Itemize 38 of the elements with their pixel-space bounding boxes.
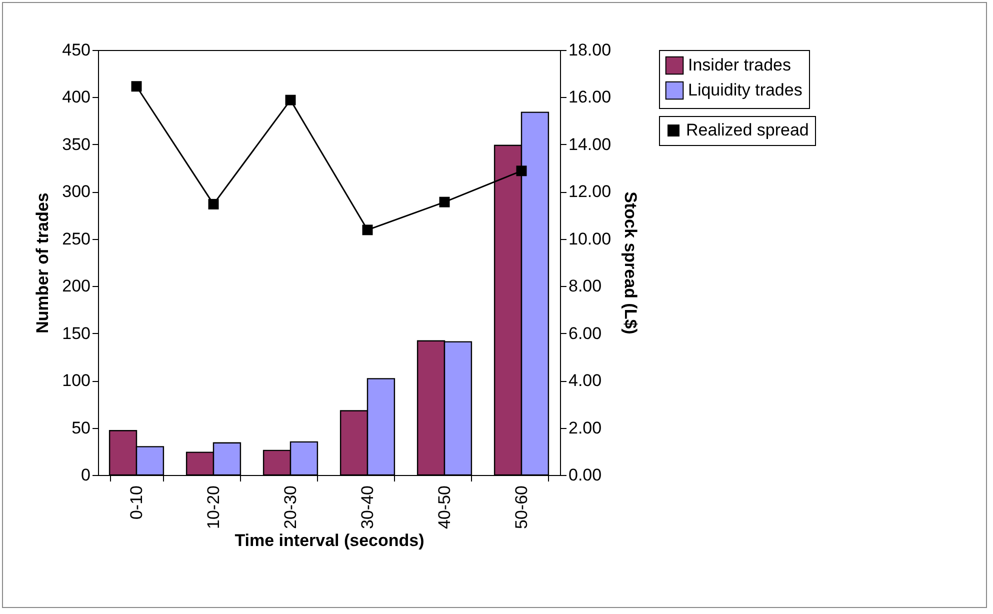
y2-tick-label: 6.00 bbox=[568, 324, 602, 343]
y2-tick-label: 2.00 bbox=[568, 418, 602, 438]
y2-tick-label: 16.00 bbox=[568, 88, 612, 107]
y-tick-label: 150 bbox=[62, 324, 90, 343]
y-tick-label: 400 bbox=[62, 88, 90, 107]
y-tick-label: 100 bbox=[62, 371, 90, 390]
x-tick-label: 30-40 bbox=[358, 486, 377, 529]
legend-label: Liquidity trades bbox=[688, 80, 802, 100]
x-axis-title: Time interval (seconds) bbox=[234, 530, 424, 550]
x-tick-label: 40-50 bbox=[435, 486, 454, 529]
x-tick-label: 20-30 bbox=[281, 486, 300, 529]
y-tick-label: 300 bbox=[62, 182, 90, 202]
y2-tick-label: 0.00 bbox=[568, 466, 602, 484]
y-tick-label: 0 bbox=[81, 466, 90, 484]
y-tick-label: 200 bbox=[62, 276, 90, 296]
legend-label: Insider trades bbox=[688, 56, 791, 74]
y2-tick-label: 10.00 bbox=[568, 229, 612, 248]
y-tick-label: 250 bbox=[62, 229, 90, 248]
point bbox=[131, 81, 142, 92]
point bbox=[439, 196, 450, 208]
point bbox=[208, 198, 219, 210]
y2-axis-title: Stock spread (L$) bbox=[621, 192, 640, 334]
y2-tick-label: 18.00 bbox=[568, 40, 612, 60]
y2-tick-label: 4.00 bbox=[568, 371, 602, 390]
x-tick-label: 50-60 bbox=[512, 486, 531, 529]
point bbox=[285, 94, 296, 106]
y-tick-label: 50 bbox=[72, 418, 90, 438]
legend-label: Realized spread bbox=[686, 120, 809, 140]
point bbox=[516, 166, 527, 176]
x-tick-label: 0-10 bbox=[127, 486, 146, 520]
x-tick-label: 10-20 bbox=[204, 486, 223, 529]
y2-tick-label: 8.00 bbox=[568, 276, 602, 296]
y2-tick-label: 14.00 bbox=[568, 134, 612, 154]
y-tick-label: 350 bbox=[62, 134, 90, 154]
y-axis-title: Number of trades bbox=[33, 192, 52, 334]
point bbox=[362, 224, 373, 236]
y-tick-label: 450 bbox=[62, 40, 90, 60]
y2-tick-label: 12.00 bbox=[568, 182, 612, 202]
